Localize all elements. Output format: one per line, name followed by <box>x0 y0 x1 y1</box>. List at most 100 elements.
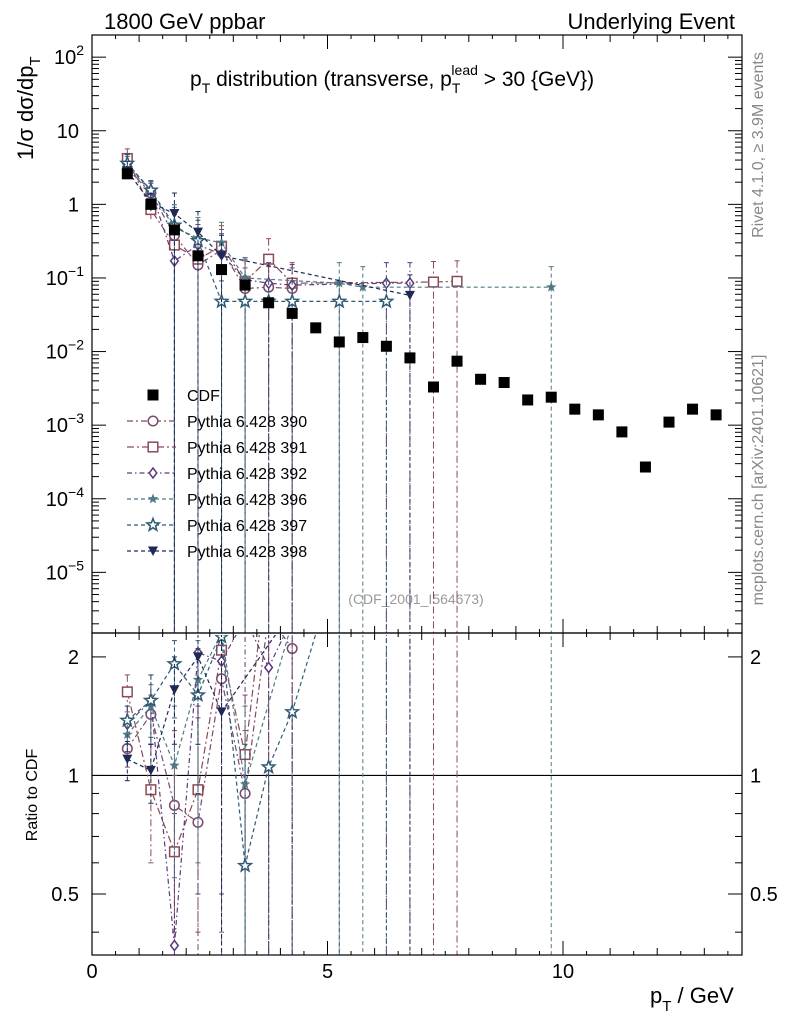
beam-label: 1800 GeV ppbar <box>104 9 265 34</box>
ratio-plot-series <box>119 183 557 955</box>
data-point <box>169 209 180 219</box>
y-tick-label-main: 1 <box>68 194 79 216</box>
ratio-point <box>119 711 136 728</box>
legend-marker <box>148 466 158 480</box>
ratio-point <box>239 778 251 789</box>
cdf-data-point <box>522 394 534 406</box>
data-point <box>546 281 557 292</box>
cdf-data-point <box>710 409 722 421</box>
cdf-data-points <box>121 168 722 473</box>
ratio-point <box>236 857 254 873</box>
cdf-data-point <box>145 198 157 210</box>
cdf-data-point <box>404 352 416 364</box>
axes-group: 0 5 10 102 10 1 10−1 10−2 10−3 10−4 10−5 0.5 0.5 1 1 2 2 <box>46 34 778 983</box>
ratio-point <box>192 652 203 662</box>
legend-marker <box>147 441 159 453</box>
y-tick-label-ratio-right: 2 <box>750 647 761 669</box>
cdf-data-point <box>639 461 651 473</box>
data-point <box>331 292 348 309</box>
y-tick-label-main: 10−4 <box>46 484 84 511</box>
legend-entry-2: Pythia 6.428 391 <box>127 440 307 457</box>
y-tick-label-ratio: 2 <box>68 647 79 669</box>
cdf-data-point <box>569 403 581 415</box>
cdf-data-point <box>121 168 133 180</box>
y-tick-label-main: 10−1 <box>46 263 84 290</box>
ratio-point <box>214 635 229 644</box>
cdf-data-point <box>616 426 628 438</box>
cdf-data-point <box>475 373 487 385</box>
legend-marker <box>148 546 158 556</box>
cdf-data-point <box>498 376 510 388</box>
legend-label: Pythia 6.428 391 <box>187 440 307 457</box>
cdf-data-point <box>263 297 275 309</box>
analysis-watermark: (CDF_2001_I564673) <box>348 591 483 607</box>
y-tick-label-main: 102 <box>54 42 84 69</box>
x-tick-label: 0 <box>86 961 97 983</box>
y-tick-label-main: 10−5 <box>46 557 84 584</box>
y-tick-label-ratio: 0.5 <box>51 884 79 906</box>
cdf-data-point <box>663 416 675 428</box>
ratio-point <box>121 686 133 698</box>
y-tick-label-ratio-right: 1 <box>750 765 761 787</box>
process-label: Underlying Event <box>567 9 735 34</box>
legend-marker <box>147 493 159 504</box>
legend-label: Pythia 6.428 396 <box>187 492 307 509</box>
data-point <box>427 276 440 288</box>
series-line <box>126 170 411 296</box>
y-tick-label-ratio-right: 0.5 <box>750 884 778 906</box>
ratio-point <box>169 760 180 770</box>
x-tick-label: 10 <box>552 961 574 983</box>
legend: CDF Pythia 6.428 390 Pythia 6.428 391 Pythi… <box>127 388 307 561</box>
ratio-point <box>429 213 439 223</box>
ratio-line <box>127 635 277 772</box>
ratio-point <box>546 183 557 193</box>
ratio-line <box>126 635 290 785</box>
series-6-ratio <box>122 635 413 955</box>
legend-marker <box>144 516 162 533</box>
legend-label: CDF <box>187 388 220 405</box>
y-tick-label-ratio: 1 <box>68 765 79 787</box>
y-tick-label-main: 10−2 <box>46 337 84 364</box>
mcplots-label: mcplots.cern.ch [arXiv:2401.10621] <box>750 355 767 606</box>
data-point <box>451 275 463 287</box>
ratio-point <box>283 703 301 719</box>
data-point <box>404 290 415 301</box>
ratio-plot-frame <box>91 632 743 956</box>
ratio-point <box>216 707 227 717</box>
legend-entry-3: Pythia 6.428 392 <box>127 466 307 483</box>
data-point <box>283 292 301 309</box>
data-point <box>357 281 369 292</box>
cdf-data-point <box>168 224 180 236</box>
y-tick-label-main: 10 <box>57 121 79 143</box>
data-point <box>192 227 203 238</box>
y-tick-label-main: 10−3 <box>46 410 84 437</box>
ratio-point <box>122 729 133 739</box>
cdf-data-point <box>333 336 345 348</box>
cdf-data-point <box>239 279 251 291</box>
legend-entry-0: CDF <box>147 388 220 405</box>
cdf-data-point <box>286 307 298 319</box>
cdf-data-point <box>592 409 604 421</box>
data-point <box>216 251 227 261</box>
legend-label: Pythia 6.428 392 <box>187 466 307 483</box>
cdf-data-point <box>545 391 557 403</box>
main-plot-series <box>119 148 722 633</box>
legend-label: Pythia 6.428 390 <box>187 414 307 431</box>
cdf-data-point <box>357 332 369 344</box>
cdf-data-point <box>427 381 439 393</box>
x-axis-label: pT / GeV <box>650 983 734 1015</box>
y-axis-label-main: 1/σ dσ/dpT <box>13 56 44 160</box>
ratio-point <box>263 661 274 674</box>
ratio-line <box>126 635 293 824</box>
cdf-data-point <box>310 322 322 334</box>
x-tick-label: 5 <box>322 961 333 983</box>
legend-entry-1: Pythia 6.428 390 <box>127 414 307 431</box>
legend-label: Pythia 6.428 398 <box>187 544 307 561</box>
legend-entry-4: Pythia 6.428 396 <box>127 492 307 509</box>
ratio-line <box>126 635 317 866</box>
cdf-data-point <box>687 403 699 415</box>
legend-marker <box>147 389 159 401</box>
ratio-point <box>145 765 156 776</box>
rivet-version-label: Rivet 4.1.0, ≥ 3.9M events <box>750 52 767 238</box>
